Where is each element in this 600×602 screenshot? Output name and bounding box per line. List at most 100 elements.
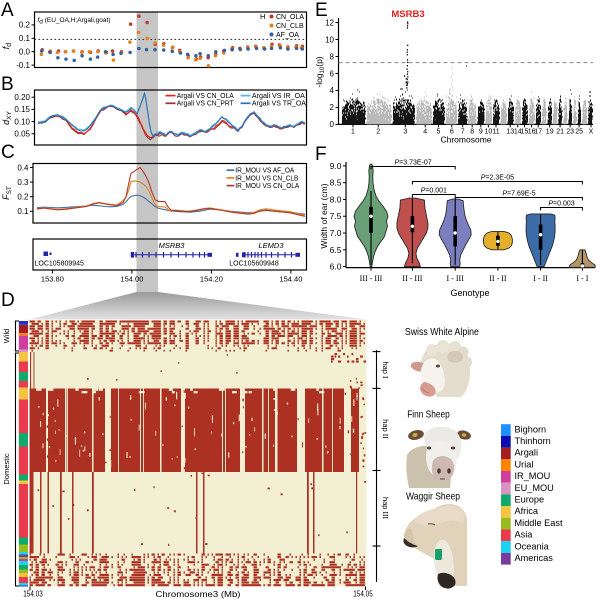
- svg-text:8: 8: [330, 52, 335, 61]
- svg-text:CN_OLA: CN_OLA: [276, 14, 304, 21]
- svg-text:Wild: Wild: [2, 329, 11, 344]
- svg-text:2: 2: [330, 103, 335, 112]
- svg-text:MSRB3: MSRB3: [391, 9, 424, 20]
- svg-text:6.5: 6.5: [330, 245, 342, 255]
- svg-text:14: 14: [514, 129, 522, 136]
- svg-text:11: 11: [492, 129, 499, 136]
- svg-text:0.10: 0.10: [14, 117, 30, 126]
- svg-text:-log10(p): -log10(p): [314, 56, 326, 87]
- svg-text:Argali VS CN_PRT: Argali VS CN_PRT: [177, 101, 235, 108]
- svg-text:Bighorn: Bighorn: [515, 424, 547, 434]
- svg-text:D: D: [1, 290, 15, 311]
- svg-text:Waggir Sheep: Waggir Sheep: [406, 492, 460, 503]
- svg-text:Middle East: Middle East: [515, 518, 563, 528]
- svg-text:B: B: [1, 74, 14, 95]
- svg-text:12: 12: [325, 18, 334, 27]
- svg-text:0.4: 0.4: [17, 163, 29, 172]
- svg-text:4: 4: [330, 86, 335, 95]
- svg-text:Genotype: Genotype: [450, 288, 489, 298]
- svg-text:154.03: 154.03: [23, 590, 43, 599]
- svg-text:25: 25: [575, 129, 583, 136]
- svg-text:21: 21: [556, 129, 564, 136]
- svg-text:Argali VS TR_OA: Argali VS TR_OA: [252, 101, 306, 108]
- svg-text:Domestic: Domestic: [2, 453, 11, 485]
- svg-text:X: X: [589, 129, 594, 136]
- svg-text:Africa: Africa: [515, 506, 539, 516]
- svg-text:hap III: hap III: [381, 497, 390, 520]
- svg-text:IR_MOU VS AF_OA: IR_MOU VS AF_OA: [235, 168, 294, 175]
- svg-text:Europe: Europe: [515, 495, 545, 505]
- svg-text:III - III: III - III: [360, 274, 383, 283]
- svg-text:Oceania: Oceania: [515, 541, 550, 551]
- svg-text:P=0.003: P=0.003: [548, 201, 574, 208]
- svg-text:4: 4: [423, 129, 427, 136]
- svg-text:F: F: [315, 144, 327, 165]
- svg-text:2: 2: [376, 129, 380, 136]
- svg-text:Thinhorn: Thinhorn: [515, 436, 551, 446]
- svg-text:Asia: Asia: [515, 530, 534, 540]
- svg-text:9: 9: [479, 129, 483, 136]
- svg-text:154.05: 154.05: [353, 590, 373, 599]
- svg-text:IR_MOU VS CN_CLB: IR_MOU VS CN_CLB: [235, 175, 298, 182]
- svg-text:13: 13: [506, 129, 514, 136]
- svg-text:E: E: [315, 0, 328, 21]
- svg-text:P=7.69E-5: P=7.69E-5: [502, 191, 535, 198]
- svg-text:fd: fd: [1, 43, 13, 50]
- svg-text:IR_MOU: IR_MOU: [515, 471, 551, 481]
- svg-text:7.0: 7.0: [330, 228, 342, 238]
- svg-text:C: C: [1, 142, 15, 163]
- svg-text:fd (EU_OA,H;Argali,goat): fd (EU_OA,H;Argali,goat): [38, 17, 111, 25]
- svg-text:Americas: Americas: [515, 553, 554, 563]
- svg-text:CN_CLB: CN_CLB: [276, 23, 304, 30]
- svg-text:dXY: dXY: [1, 110, 13, 124]
- svg-text:I - III: I - III: [447, 274, 465, 283]
- svg-text:154.00: 154.00: [120, 275, 143, 284]
- svg-text:15: 15: [521, 129, 529, 136]
- svg-text:23: 23: [566, 129, 574, 136]
- svg-text:FST: FST: [1, 186, 13, 200]
- svg-text:I - I: I - I: [576, 274, 588, 283]
- svg-text:7: 7: [461, 129, 465, 136]
- svg-text:Swiss White Alpine: Swiss White Alpine: [405, 327, 479, 338]
- svg-text:3: 3: [403, 129, 407, 136]
- svg-text:17: 17: [534, 129, 542, 136]
- svg-text:0.0: 0.0: [19, 48, 31, 57]
- svg-text:Finn Sheep: Finn Sheep: [407, 410, 450, 421]
- svg-text:LEMD3: LEMD3: [258, 241, 284, 250]
- svg-text:AF_OA: AF_OA: [276, 32, 299, 39]
- svg-text:Argali: Argali: [515, 448, 539, 458]
- svg-text:1: 1: [351, 129, 355, 136]
- svg-text:8: 8: [470, 129, 474, 136]
- svg-text:0.1: 0.1: [17, 207, 29, 216]
- svg-text:Width of ear (cm): Width of ear (cm): [319, 183, 329, 248]
- svg-text:H: H: [260, 12, 265, 21]
- svg-text:0: 0: [330, 120, 335, 129]
- svg-text:-0.1: -0.1: [16, 61, 30, 70]
- svg-text:7.5: 7.5: [330, 211, 342, 221]
- svg-text:A: A: [1, 0, 14, 21]
- svg-text:P=3.73E-07: P=3.73E-07: [395, 160, 432, 167]
- svg-text:Argali VS IR_OA: Argali VS IR_OA: [252, 93, 305, 100]
- svg-text:I - II: I - II: [533, 274, 548, 283]
- svg-text:P=0.001: P=0.001: [421, 188, 447, 195]
- svg-text:19: 19: [546, 129, 554, 136]
- svg-text:MSRB3: MSRB3: [159, 241, 186, 250]
- svg-text:LOC105809945: LOC105809945: [35, 261, 85, 268]
- svg-text:0.15: 0.15: [14, 105, 30, 114]
- svg-text:154.40: 154.40: [279, 275, 302, 284]
- svg-text:8.5: 8.5: [330, 178, 342, 188]
- svg-text:16: 16: [528, 129, 536, 136]
- svg-text:hap I: hap I: [381, 361, 390, 379]
- svg-text:Chromosome: Chromosome: [440, 135, 491, 145]
- svg-text:0.2: 0.2: [17, 193, 29, 202]
- svg-text:8.0: 8.0: [330, 194, 342, 204]
- svg-text:6: 6: [450, 129, 454, 136]
- svg-text:II - II: II - II: [489, 274, 507, 283]
- svg-text:hap II: hap II: [381, 419, 390, 439]
- svg-text:6: 6: [330, 69, 335, 78]
- svg-text:10: 10: [485, 129, 493, 136]
- svg-text:IR_MOU VS CN_OLA: IR_MOU VS CN_OLA: [235, 183, 299, 190]
- svg-text:0.20: 0.20: [14, 93, 30, 102]
- svg-text:10: 10: [325, 35, 334, 44]
- svg-text:0.1: 0.1: [19, 34, 31, 43]
